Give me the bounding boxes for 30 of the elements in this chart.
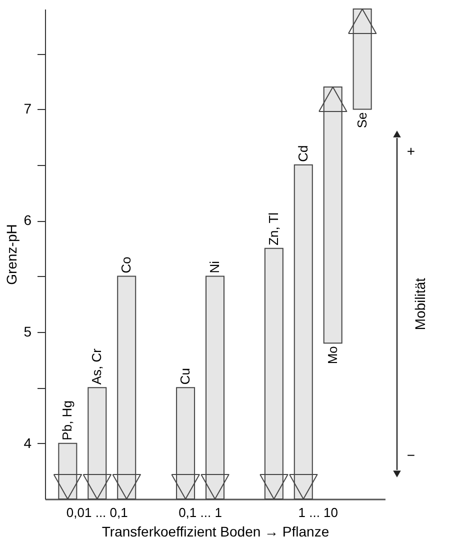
- text: Mobilität: [412, 278, 428, 330]
- x-tick-label: As, Cr: [89, 348, 104, 385]
- y-tick-label: 6: [24, 212, 32, 228]
- bar: [352, 8, 372, 110]
- x-tick-label: Ni: [207, 260, 222, 274]
- text: 0,1 ... 1: [178, 505, 222, 520]
- bar: [176, 387, 196, 500]
- y-axis-title: Grenz-pH: [4, 224, 20, 285]
- bar: [323, 86, 342, 344]
- x-tick-label: Zn, Tl: [266, 212, 281, 246]
- x-tick-label: Pb, Hg: [60, 400, 75, 440]
- bar: [206, 276, 224, 500]
- x-tick-label: Mo: [324, 346, 340, 364]
- x-tick-label: Co: [118, 256, 134, 274]
- bar: [117, 276, 136, 500]
- bar: [264, 248, 284, 500]
- bar: [88, 387, 107, 500]
- x-tick-label: Cd: [295, 145, 310, 162]
- bar: [294, 164, 313, 500]
- bar: [58, 442, 78, 500]
- text: +: [406, 143, 416, 159]
- y-tick-label: 4: [24, 434, 32, 451]
- x-tick-label: Cu: [178, 368, 193, 385]
- x-axis-title: Transferkoeffizient Boden → Pflanze: [102, 524, 330, 540]
- text: 0,01 ... 0,1: [66, 505, 128, 520]
- text: 1 ... 10: [298, 505, 338, 520]
- y-tick-label: 7: [24, 100, 32, 117]
- y-tick-label: 5: [24, 323, 32, 340]
- text: −: [406, 447, 416, 463]
- x-tick-label: Se: [354, 112, 370, 128]
